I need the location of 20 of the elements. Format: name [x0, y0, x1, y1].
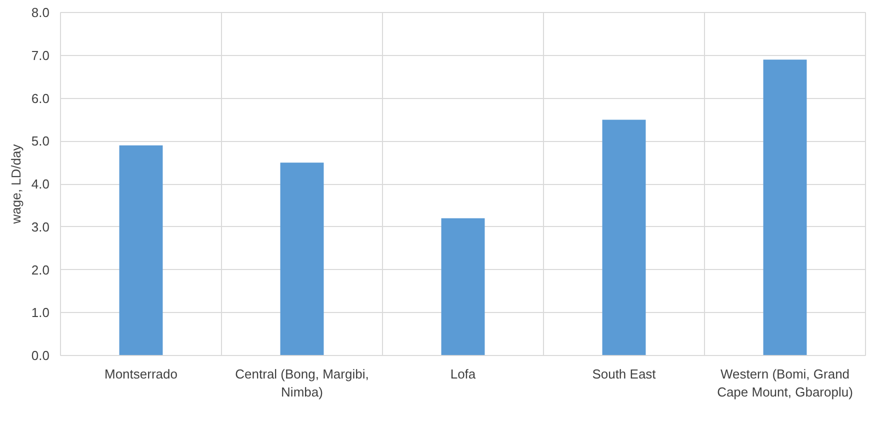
- bar: [602, 120, 646, 356]
- bar: [119, 145, 163, 356]
- y-tick-label: 8.0: [31, 5, 50, 20]
- x-tick-label: Central (Bong, Margibi, Nimba): [235, 366, 369, 400]
- y-axis-title: wage, LD/day: [8, 144, 24, 225]
- y-tick-label: 0.0: [31, 348, 50, 363]
- x-tick-label: Montserrado: [104, 366, 178, 382]
- x-tick-label: South East: [592, 366, 656, 382]
- y-tick-label: 4.0: [31, 176, 50, 192]
- y-tick-label: 7.0: [31, 48, 50, 63]
- bar: [280, 162, 324, 356]
- bar: [441, 218, 485, 356]
- x-tick-label: Lofa: [450, 366, 476, 382]
- y-tick-label: 5.0: [31, 134, 50, 149]
- y-tick-label: 2.0: [31, 262, 50, 278]
- x-tick-label: Western (Bomi, Grand Cape Mount, Gbaroplu): [717, 366, 853, 400]
- y-tick-label: 1.0: [31, 305, 50, 320]
- bar: [763, 60, 807, 356]
- y-tick-label: 3.0: [31, 219, 50, 234]
- y-tick-label: 6.0: [31, 90, 50, 106]
